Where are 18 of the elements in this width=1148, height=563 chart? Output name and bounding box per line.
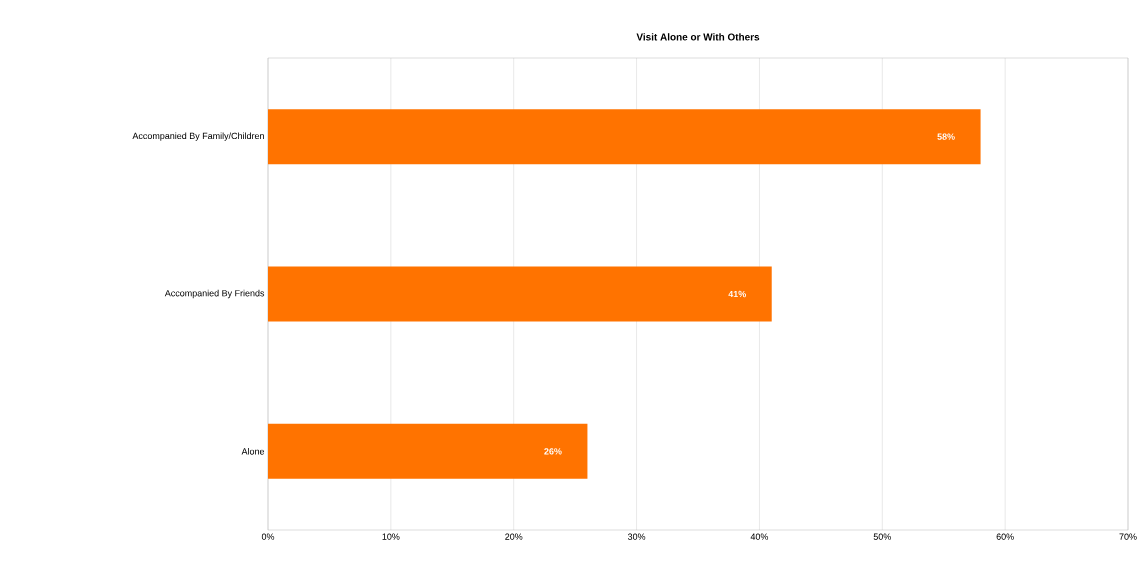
x-tick-label: 10% xyxy=(382,533,400,540)
x-tick-label: 50% xyxy=(873,533,891,540)
y-tick-label: Accompanied By Friends xyxy=(164,289,265,299)
data-label: 26% xyxy=(544,448,562,455)
y-tick-label: Alone xyxy=(241,448,265,455)
bar xyxy=(268,423,588,479)
x-tick-label: 70% xyxy=(1119,533,1137,540)
data-label: 41% xyxy=(728,290,746,298)
data-label: 58% xyxy=(937,133,955,140)
chart-title: Visit Alone or With Others xyxy=(636,33,760,41)
bar xyxy=(268,266,772,322)
x-tick-label: 40% xyxy=(750,533,769,540)
x-tick-label: 0% xyxy=(261,533,275,540)
y-tick-label: Accompanied By Family/Children xyxy=(132,132,264,141)
x-tick-label: 60% xyxy=(996,533,1014,540)
x-tick-label: 30% xyxy=(627,533,646,540)
bar xyxy=(268,109,981,165)
x-tick-label: 20% xyxy=(505,533,523,540)
